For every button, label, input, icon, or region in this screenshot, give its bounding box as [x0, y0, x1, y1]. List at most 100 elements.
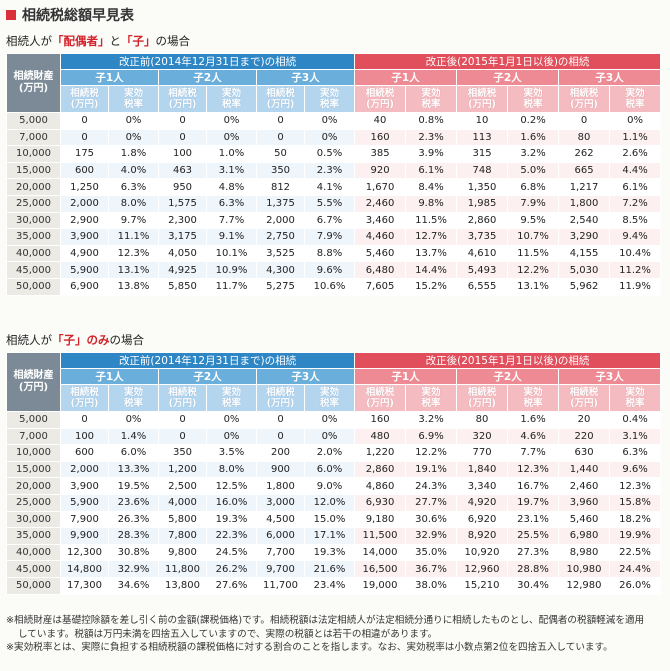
tax-amount-cell: 14,000: [354, 543, 407, 562]
effective-rate-cell: 26.2%: [206, 560, 257, 578]
estate-value: 50,000: [6, 277, 61, 296]
estate-value: 7,000: [6, 427, 61, 446]
tax-amount-cell: 10: [456, 112, 509, 130]
effective-rate-cell: 16.7%: [507, 477, 560, 495]
rate-header-label-1: 実効: [625, 387, 645, 398]
children-3-header: 子3人: [255, 368, 356, 385]
estate-value: 15,000: [6, 161, 61, 180]
table2-heading-pre: 相続人が: [6, 333, 52, 347]
effective-rate-cell: 15.2%: [405, 277, 458, 296]
effective-rate-cell: 8.0%: [108, 194, 159, 213]
estate-value: 30,000: [6, 211, 61, 230]
tax-amount-cell: 5,030: [558, 261, 611, 279]
tax-amount-cell: 7,605: [354, 277, 407, 296]
rate-header-label-1: 実効: [123, 387, 143, 398]
effective-rate-cell: 19.3%: [303, 543, 356, 562]
tax-header-label: 相続税: [569, 88, 599, 99]
tax-amount-cell: 2,750: [256, 228, 305, 246]
effective-rate-cell: 13.1%: [108, 261, 159, 279]
table-row: 45,000 14,800 32.9% 11,800 26.2% 9,700 21.6% 16…: [6, 560, 662, 578]
estate-header: 相続財産 (万円): [6, 53, 61, 113]
tax-table-children-only: 相続財産 (万円) 改正前(2014年12月31日まで)の相続 改正後(2015年1月…: [6, 352, 662, 595]
tax-amount-cell: 0: [158, 411, 207, 429]
effective-rate-cell: 32.9%: [405, 527, 458, 545]
estate-value: 40,000: [6, 244, 61, 263]
tax-header-unit: (万円): [168, 99, 197, 110]
rate-header-label-2: 税率: [523, 99, 543, 110]
tax-amount-cell: 748: [456, 161, 509, 180]
tax-amount-cell: 9,800: [158, 543, 207, 562]
effective-rate-cell: 8.0%: [206, 460, 257, 479]
tax-amount-cell: 350: [158, 444, 207, 462]
effective-rate-header: 実効 税率: [507, 85, 560, 113]
tax-amount-cell: 10,980: [558, 560, 611, 578]
children-1-header: 子1人: [60, 69, 159, 86]
effective-rate-cell: 36.7%: [405, 560, 458, 578]
tax-amount-cell: 4,000: [158, 493, 207, 512]
tax-header-unit: (万円): [570, 398, 598, 409]
estate-value: 45,000: [6, 560, 61, 578]
tax-amount-cell: 770: [456, 444, 509, 462]
tax-amount-cell: 10,920: [456, 543, 509, 562]
effective-rate-cell: 3.9%: [405, 145, 458, 163]
rate-header-label-1: 実効: [625, 88, 645, 99]
effective-rate-cell: 21.6%: [303, 560, 356, 578]
effective-rate-cell: 12.2%: [405, 444, 458, 462]
tax-header-label: 相続税: [168, 387, 197, 398]
effective-rate-cell: 0%: [206, 112, 257, 130]
tax-amount-cell: 3,175: [158, 228, 207, 246]
tax-amount-cell: 5,900: [60, 261, 109, 279]
rate-header-label-1: 実効: [421, 387, 441, 398]
tax-amount-cell: 7,900: [60, 510, 109, 529]
tax-amount-cell: 14,800: [60, 560, 109, 578]
effective-rate-cell: 11.1%: [108, 228, 159, 246]
effective-rate-header: 実効 税率: [507, 384, 560, 412]
effective-rate-cell: 0%: [108, 128, 159, 147]
tax-amount-cell: 1,440: [558, 460, 611, 479]
tax-amount-header: 相続税 (万円): [60, 384, 109, 412]
effective-rate-cell: 4.1%: [303, 178, 356, 196]
effective-rate-cell: 34.6%: [108, 576, 159, 595]
tax-amount-cell: 220: [558, 427, 611, 446]
tax-amount-cell: 0: [256, 427, 305, 446]
effective-rate-cell: 8.4%: [405, 178, 458, 196]
tax-amount-header: 相続税 (万円): [558, 85, 611, 113]
tax-amount-cell: 4,610: [456, 244, 509, 263]
effective-rate-header: 実効 税率: [405, 384, 458, 412]
tax-amount-cell: 2,460: [558, 477, 611, 495]
effective-rate-header: 実効 税率: [108, 85, 159, 113]
table1-heading-mid: と: [109, 34, 122, 48]
effective-rate-cell: 0%: [609, 112, 662, 130]
tax-amount-cell: 1,800: [256, 477, 305, 495]
effective-rate-cell: 6.3%: [609, 444, 662, 462]
effective-rate-cell: 4.6%: [507, 427, 560, 446]
effective-rate-cell: 10.1%: [206, 244, 257, 263]
effective-rate-cell: 22.5%: [609, 543, 662, 562]
tax-header-label: 相続税: [467, 387, 497, 398]
estate-header-label: 相続財産: [13, 370, 54, 381]
estate-value: 25,000: [6, 194, 61, 213]
after-reform-header: 改正後(2015年1月1日以後)の相続: [354, 53, 662, 70]
tax-amount-cell: 900: [256, 460, 305, 479]
effective-rate-cell: 13.8%: [108, 277, 159, 296]
rate-header-label-2: 税率: [221, 99, 241, 110]
effective-rate-cell: 6.3%: [108, 178, 159, 196]
tax-amount-cell: 7,700: [256, 543, 305, 562]
table1-heading: 相続人が「配偶者」と「子」の場合: [6, 33, 190, 49]
effective-rate-cell: 27.3%: [507, 543, 560, 562]
tax-amount-cell: 50: [256, 145, 305, 163]
table2-heading-children-only: 「子」のみ: [52, 333, 110, 347]
effective-rate-cell: 6.1%: [405, 161, 458, 180]
after-reform-header: 改正後(2015年1月1日以後)の相続: [354, 352, 662, 369]
tax-amount-cell: 5,800: [158, 510, 207, 529]
tax-header-unit: (万円): [70, 398, 99, 409]
tax-amount-cell: 5,460: [558, 510, 611, 529]
effective-rate-cell: 3.2%: [507, 145, 560, 163]
effective-rate-cell: 11.5%: [507, 244, 560, 263]
effective-rate-cell: 8.8%: [303, 244, 356, 263]
table-row: 20,000 1,250 6.3% 950 4.8% 812 4.1% 1,670 8.4% 1,…: [6, 178, 662, 196]
tax-amount-cell: 1,350: [456, 178, 509, 196]
effective-rate-cell: 15.0%: [303, 510, 356, 529]
tax-amount-cell: 40: [354, 112, 407, 130]
effective-rate-cell: 0%: [108, 411, 159, 429]
